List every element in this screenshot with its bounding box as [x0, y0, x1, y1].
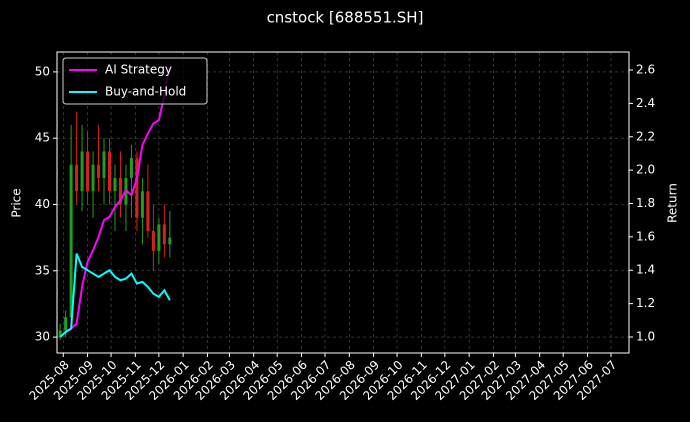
candle-body: [157, 224, 161, 251]
y2-tick-label: 2.4: [636, 96, 655, 110]
y-axis-label: Price: [10, 188, 24, 217]
candle-body: [162, 224, 166, 245]
candle-body: [140, 191, 144, 218]
legend-box: [62, 57, 208, 105]
legend-label: AI Strategy: [105, 63, 172, 77]
candle-body: [168, 237, 172, 245]
plot-frame: [56, 51, 630, 354]
chart-title: cnstock [688551.SH]: [267, 9, 424, 27]
candle-body: [91, 164, 95, 192]
candle-body: [129, 158, 133, 178]
y2-tick-label: 2.0: [636, 163, 655, 177]
candle-body: [118, 177, 122, 205]
return-line: [59, 66, 171, 338]
y2-tick-label: 2.2: [636, 129, 655, 143]
candle-body: [80, 151, 84, 192]
y-tick-label: 30: [35, 330, 50, 344]
return-line: [59, 253, 171, 338]
y-tick-label: 50: [35, 64, 50, 78]
candle-body: [58, 330, 62, 338]
candle-body: [107, 151, 111, 192]
y2-tick-label: 1.8: [636, 196, 655, 210]
y-tick-label: 35: [35, 263, 50, 277]
legend-label: Buy-and-Hold: [105, 85, 186, 99]
candle-body: [64, 317, 68, 331]
y2-axis-label: Return: [666, 183, 680, 223]
y2-tick-label: 1.4: [636, 263, 655, 277]
candle-body: [151, 231, 155, 251]
y2-tick-label: 1.2: [636, 296, 655, 310]
y-tick-label: 45: [35, 131, 50, 145]
candle-body: [102, 151, 106, 178]
candle-body: [97, 164, 101, 178]
candle-body: [86, 151, 90, 192]
candle-body: [69, 164, 73, 318]
candle-body: [146, 191, 150, 232]
y2-tick-label: 1.0: [636, 329, 655, 343]
candle-body: [135, 158, 139, 218]
candle-body: [75, 164, 79, 192]
y-tick-label: 40: [35, 197, 50, 211]
candle-body: [113, 177, 117, 192]
y2-tick-label: 1.6: [636, 229, 655, 243]
y2-tick-label: 2.6: [636, 63, 655, 77]
